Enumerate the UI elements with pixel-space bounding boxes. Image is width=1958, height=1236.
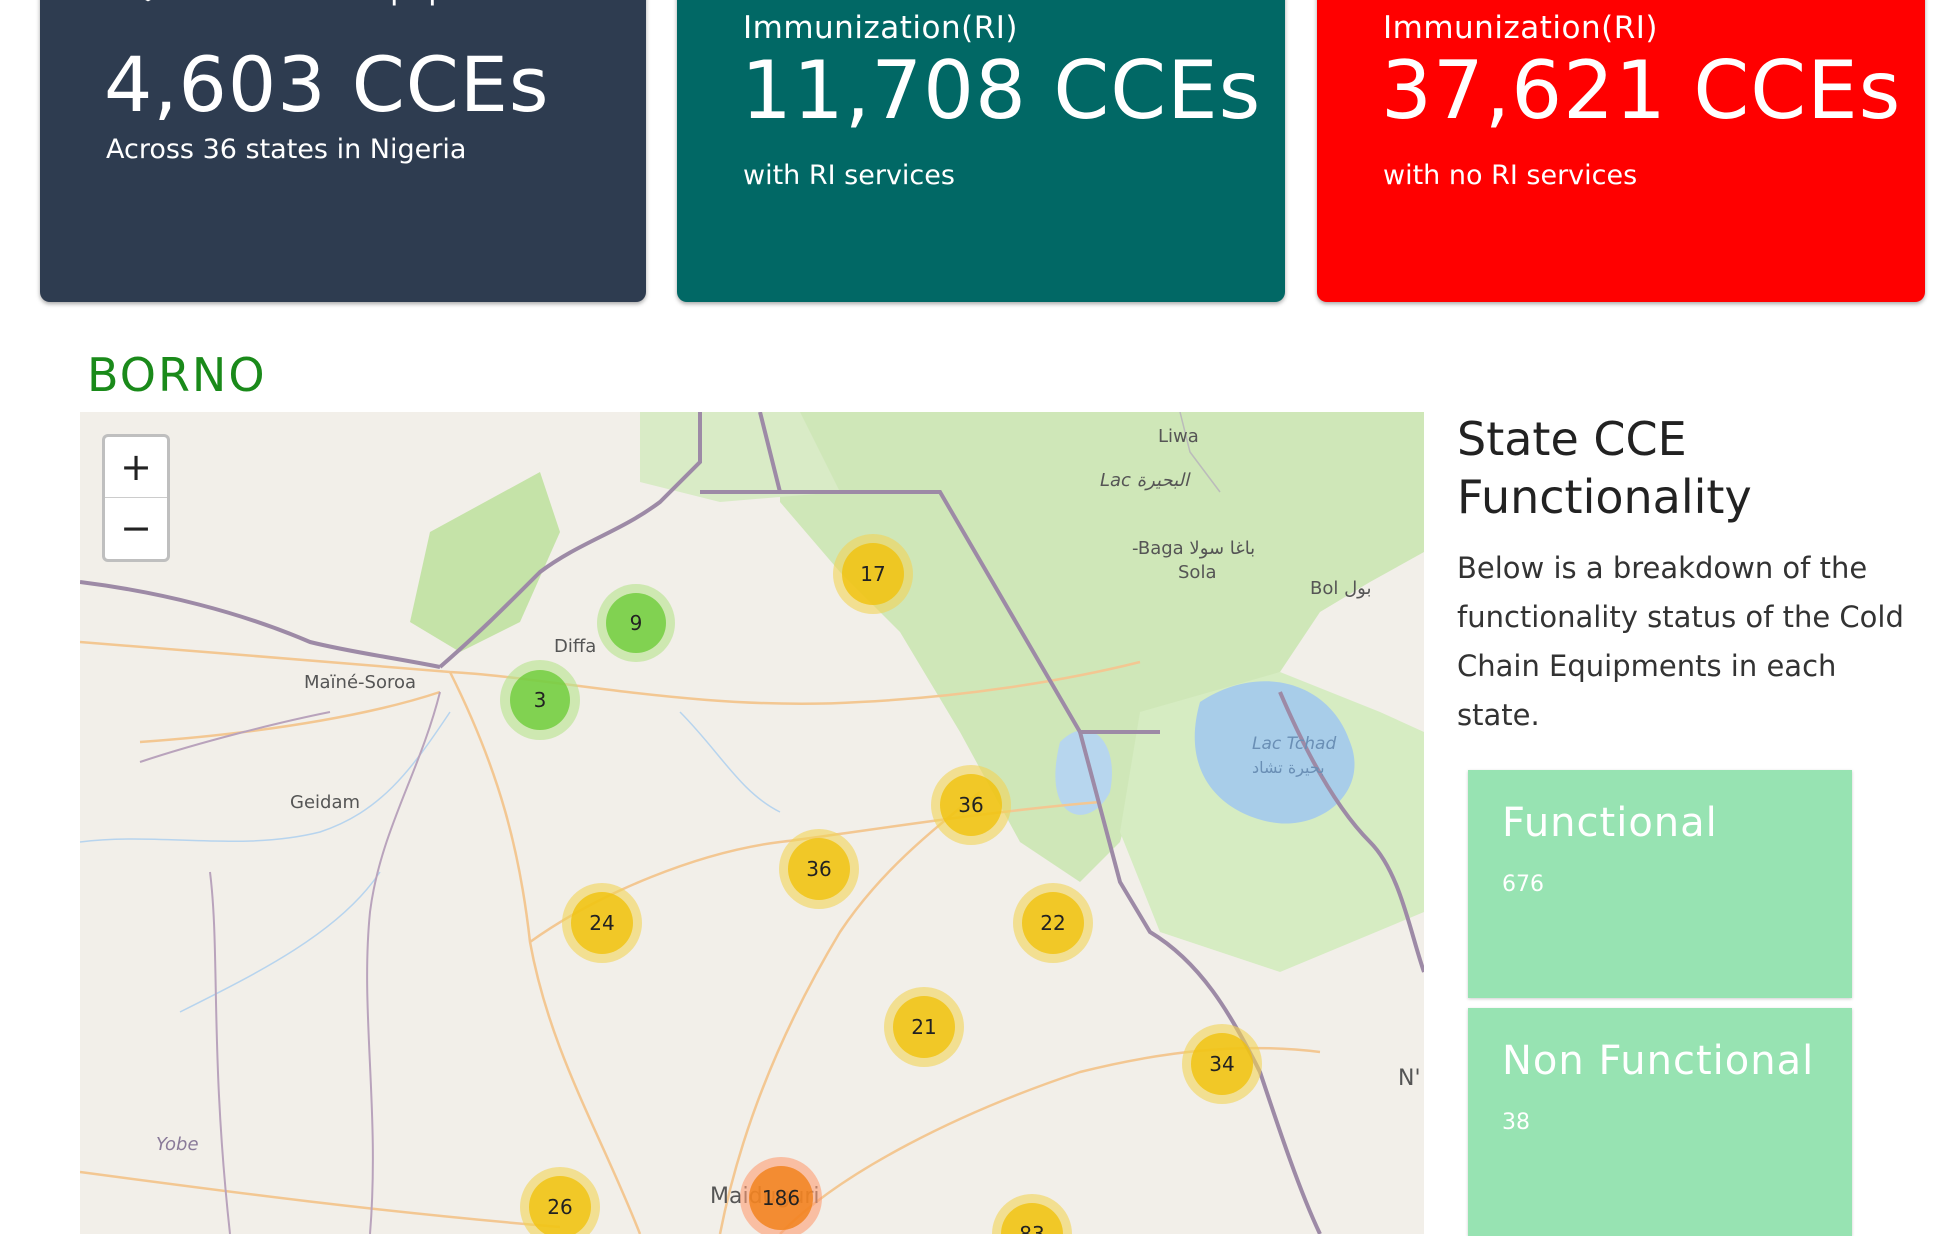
map-cluster[interactable]: 24	[562, 883, 642, 963]
map-cluster[interactable]: 26	[520, 1167, 600, 1234]
place-maine-soroa: Maïné-Soroa	[304, 672, 417, 693]
zoom-control: + −	[102, 434, 170, 562]
map-base-layer	[80, 412, 1424, 1234]
total-cce-card: Cold Chain Equipment 4,603 CCEs Across 3…	[40, 0, 646, 302]
place-lac: Lac البحيرة	[1100, 470, 1190, 491]
place-baga: -Baga باغا سولا	[1132, 538, 1256, 559]
state-map[interactable]: + − Liwa Lac البحيرة -Baga باغا سولا Sol…	[80, 412, 1424, 1234]
no-ri-cce-subtitle: with no RI services	[1383, 160, 1638, 191]
total-cce-subtitle: Across 36 states in Nigeria	[106, 134, 467, 165]
map-cluster[interactable]: 186	[740, 1157, 822, 1234]
place-lac-tchad: Lac Tchad	[1252, 734, 1337, 754]
non-functional-count: 38	[1502, 1110, 1530, 1135]
no-ri-card-label: Immunization(RI)	[1383, 10, 1658, 46]
map-cluster[interactable]: 36	[931, 765, 1011, 845]
zoom-out-button[interactable]: −	[120, 506, 152, 550]
map-cluster[interactable]: 34	[1182, 1024, 1262, 1104]
state-title: BORNO	[87, 348, 267, 402]
place-sola: Sola	[1178, 562, 1217, 583]
map-cluster[interactable]: 3	[500, 660, 580, 740]
place-lac-tchad-ar: بحيرة تشاد	[1252, 758, 1325, 777]
ri-cce-subtitle: with RI services	[743, 160, 955, 191]
place-geidam: Geidam	[290, 792, 361, 813]
functional-count: 676	[1502, 872, 1544, 897]
place-bol: Bol بول	[1310, 578, 1372, 599]
functionality-title: State CCE Functionality	[1457, 412, 1752, 524]
ri-cce-card: Immunization(RI) 11,708 CCEs with RI ser…	[677, 0, 1285, 302]
functional-label: Functional	[1502, 800, 1718, 846]
place-diffa: Diffa	[554, 636, 597, 657]
map-cluster[interactable]: 22	[1013, 883, 1093, 963]
place-liwa: Liwa	[1158, 426, 1199, 447]
total-card-label-row: Cold Chain Equipment	[106, 0, 531, 10]
zoom-in-button[interactable]: +	[105, 437, 167, 498]
functionality-description: Below is a breakdown of the functionalit…	[1457, 551, 1904, 732]
place-n: N'	[1398, 1066, 1421, 1091]
map-cluster[interactable]: 17	[833, 534, 913, 614]
ri-cce-value: 11,708 CCEs	[741, 44, 1262, 137]
ri-card-label: Immunization(RI)	[743, 10, 1018, 46]
map-cluster[interactable]: 9	[597, 584, 675, 662]
map-cluster[interactable]: 21	[884, 987, 964, 1067]
snowflake-box-icon	[106, 0, 162, 10]
non-functional-card: Non Functional 38	[1468, 1008, 1852, 1236]
total-card-label: Cold Chain Equipment	[176, 0, 531, 7]
non-functional-label: Non Functional	[1502, 1038, 1815, 1084]
total-cce-value: 4,603 CCEs	[104, 40, 550, 129]
no-ri-cce-card: Immunization(RI) 37,621 CCEs with no RI …	[1317, 0, 1925, 302]
no-ri-cce-value: 37,621 CCEs	[1381, 44, 1902, 137]
place-yobe: Yobe	[156, 1134, 199, 1155]
functional-card: Functional 676	[1468, 770, 1852, 998]
map-cluster[interactable]: 36	[779, 829, 859, 909]
